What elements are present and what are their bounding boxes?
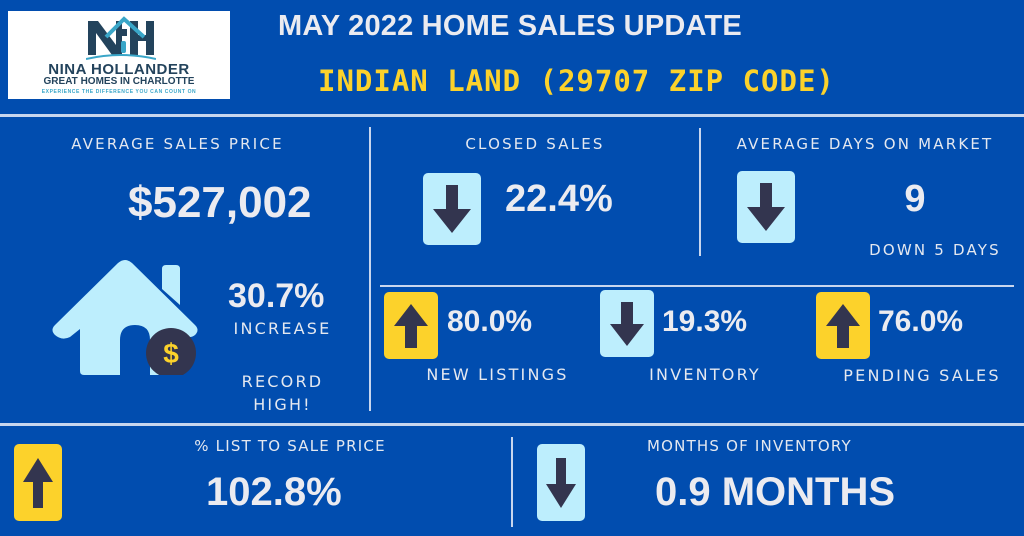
closed-sales-indicator <box>423 173 481 245</box>
logo-subtitle: GREAT HOMES IN CHARLOTTE <box>43 76 195 87</box>
new-listings-label: NEW LISTINGS <box>426 365 569 384</box>
vertical-divider-left <box>369 127 371 411</box>
new-listings-indicator <box>384 292 438 359</box>
record-label-line2: HIGH! <box>253 395 312 414</box>
months-of-inventory-indicator <box>537 444 585 521</box>
list-to-sale-value: 102.8% <box>206 470 342 514</box>
avg-dom-value: 9 <box>904 178 926 220</box>
list-to-sale-label: % LIST TO SALE PRICE <box>194 437 386 455</box>
brand-logo: NINA HOLLANDER GREAT HOMES IN CHARLOTTE … <box>8 11 230 99</box>
svg-text:$: $ <box>163 338 179 369</box>
months-of-inventory-label: MONTHS OF INVENTORY <box>647 437 852 455</box>
arrow-down-icon <box>747 183 785 231</box>
arrow-up-icon <box>826 303 860 348</box>
months-of-inventory-value: 0.9 MONTHS <box>655 470 896 514</box>
closed-sales-value: 22.4% <box>505 178 613 220</box>
inventory-indicator <box>600 290 654 357</box>
inventory-label: INVENTORY <box>649 365 761 384</box>
vertical-divider-bottom <box>511 437 513 527</box>
list-to-sale-indicator <box>14 444 62 521</box>
avg-dom-note: DOWN 5 DAYS <box>869 241 1001 259</box>
pending-sales-label: PENDING SALES <box>843 366 1001 385</box>
avg-dom-label: AVERAGE DAYS ON MARKET <box>736 135 994 153</box>
avg-sales-price-change: 30.7% <box>228 277 325 315</box>
pending-sales-value: 76.0% <box>878 305 964 338</box>
header-divider <box>0 114 1024 117</box>
avg-dom-indicator <box>737 171 795 243</box>
arrow-down-icon <box>610 301 644 346</box>
arrow-down-icon <box>433 185 471 233</box>
closed-sales-label: CLOSED SALES <box>465 135 605 153</box>
footer-divider <box>0 423 1024 426</box>
page-title: MAY 2022 HOME SALES UPDATE <box>278 10 742 42</box>
logo-name: NINA HOLLANDER <box>48 61 190 78</box>
avg-sales-price-change-label: INCREASE <box>233 319 332 338</box>
record-label-line1: RECORD <box>241 372 324 391</box>
page-subtitle: INDIAN LAND (29707 ZIP CODE) <box>318 64 835 98</box>
middle-divider <box>380 285 1014 287</box>
vertical-divider-right <box>699 128 701 256</box>
avg-sales-price-value: $527,002 <box>128 178 312 227</box>
arrow-up-icon <box>394 303 428 348</box>
arrow-up-icon <box>23 457 53 508</box>
house-dollar-icon: $ <box>52 260 198 375</box>
arrow-down-icon <box>546 457 576 508</box>
avg-sales-price-label: AVERAGE SALES PRICE <box>71 135 284 153</box>
pending-sales-indicator <box>816 292 870 359</box>
logo-tagline: EXPERIENCE THE DIFFERENCE YOU CAN COUNT … <box>41 89 197 95</box>
nh-house-logo-icon <box>86 16 156 60</box>
inventory-value: 19.3% <box>662 305 748 338</box>
new-listings-value: 80.0% <box>447 305 533 338</box>
